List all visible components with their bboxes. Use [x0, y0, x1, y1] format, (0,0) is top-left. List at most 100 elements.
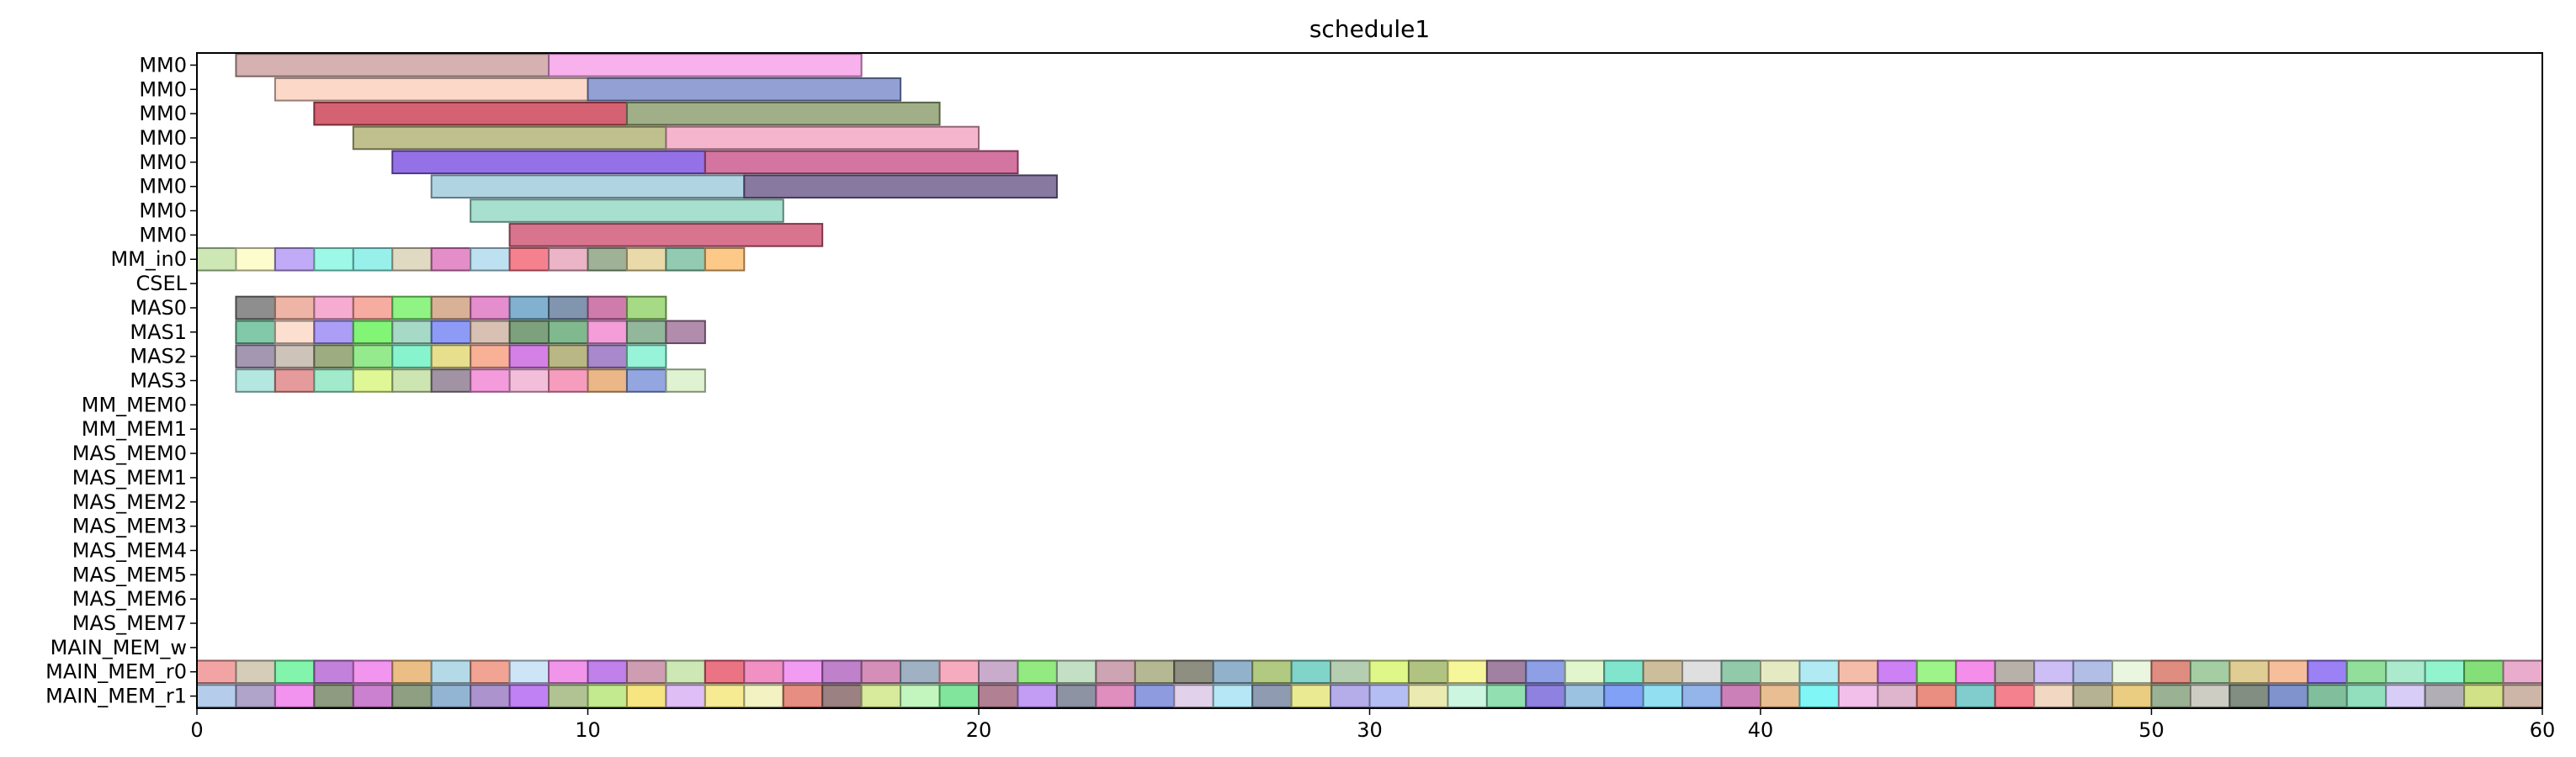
task-bar [743, 659, 784, 684]
y-tick-label: MAS_MEM1 [72, 466, 187, 490]
task-bar [235, 53, 550, 77]
task-bar [1564, 684, 1606, 708]
task-bar [313, 320, 354, 345]
task-bar [625, 684, 667, 708]
task-bar [548, 368, 589, 393]
task-bar [782, 684, 824, 708]
task-bar [1681, 659, 1723, 684]
task-bar [1290, 684, 1332, 708]
task-bar [1681, 684, 1723, 708]
task-bar [235, 320, 276, 345]
task-bar [391, 320, 433, 345]
task-bar [1525, 684, 1566, 708]
task-bar [508, 223, 824, 247]
task-bar [625, 295, 667, 320]
task-bar [313, 659, 354, 684]
chart-title: schedule1 [1309, 15, 1430, 43]
task-bar [665, 320, 706, 345]
task-bar [470, 246, 511, 272]
task-bar [430, 246, 472, 272]
task-bar [743, 174, 1058, 199]
task-bar [1447, 684, 1488, 708]
x-tick-label: 20 [966, 718, 992, 742]
task-bar [508, 320, 550, 345]
task-bar [2385, 659, 2426, 684]
task-bar [548, 53, 863, 77]
y-tick-label: MAIN_MEM_w [50, 636, 187, 659]
task-bar [548, 344, 589, 368]
task-bar [430, 344, 472, 368]
task-bar [2385, 684, 2426, 708]
task-bar [235, 684, 276, 708]
task-bar [625, 101, 941, 126]
task-bar [1055, 684, 1097, 708]
task-bar [235, 659, 276, 684]
y-tick-label: MAIN_MEM_r0 [45, 660, 187, 684]
task-bar [625, 368, 667, 393]
task-bar [2424, 659, 2466, 684]
task-bar [235, 295, 276, 320]
task-bar [1095, 684, 1136, 708]
task-bar [274, 320, 316, 345]
y-tick-label: MAS1 [130, 320, 187, 344]
y-tick-label: MAS_MEM7 [72, 611, 187, 635]
task-bar [1877, 659, 1918, 684]
task-bar [548, 246, 589, 272]
task-bar [587, 684, 628, 708]
task-bar [1955, 659, 1996, 684]
task-bar [470, 295, 511, 320]
task-bar [625, 344, 667, 368]
task-bar [2345, 659, 2387, 684]
task-bar [508, 684, 550, 708]
task-bar [274, 344, 316, 368]
task-bar [274, 659, 316, 684]
task-bar [1837, 659, 1879, 684]
task-bar [665, 684, 706, 708]
task-bar [508, 659, 550, 684]
task-bar [313, 344, 354, 368]
task-bar [196, 684, 237, 708]
x-tick-label: 50 [2138, 718, 2164, 742]
task-bar [587, 659, 628, 684]
task-bar [1173, 659, 1214, 684]
task-bar [313, 295, 354, 320]
task-bar [2072, 659, 2114, 684]
task-bar [508, 246, 550, 272]
task-bar [2267, 684, 2309, 708]
task-bar [587, 295, 628, 320]
task-bar [625, 246, 667, 272]
y-tick-label: MM0 [139, 199, 187, 223]
task-bar [1760, 659, 1801, 684]
y-tick-label: MM_in0 [110, 247, 187, 271]
task-bar [470, 344, 511, 368]
task-bar [821, 659, 863, 684]
task-bar [391, 659, 433, 684]
y-tick-label: CSEL [135, 272, 187, 295]
y-tick-label: MAS_MEM6 [72, 587, 187, 611]
y-tick-label: MAS_MEM2 [72, 490, 187, 514]
y-tick-label: MAS_MEM5 [72, 563, 187, 586]
task-bar [1798, 659, 1840, 684]
task-bar [1720, 659, 1762, 684]
task-bar [391, 684, 433, 708]
task-bar [391, 368, 433, 393]
task-bar [274, 684, 316, 708]
task-bar [352, 246, 394, 272]
task-bar [1564, 659, 1606, 684]
task-bar [2267, 659, 2309, 684]
task-bar [665, 659, 706, 684]
y-tick-label: MM0 [139, 223, 187, 246]
task-bar [430, 320, 472, 345]
task-bar [1134, 684, 1176, 708]
task-bar [1330, 684, 1371, 708]
task-bar [2502, 659, 2544, 684]
y-tick-label: MM0 [139, 175, 187, 199]
task-bar [391, 295, 433, 320]
task-bar [391, 150, 706, 175]
task-bar [274, 246, 316, 272]
task-bar [548, 320, 589, 345]
y-tick-label: MM_MEM0 [82, 393, 187, 416]
task-bar [2111, 684, 2153, 708]
task-bar [1760, 684, 1801, 708]
